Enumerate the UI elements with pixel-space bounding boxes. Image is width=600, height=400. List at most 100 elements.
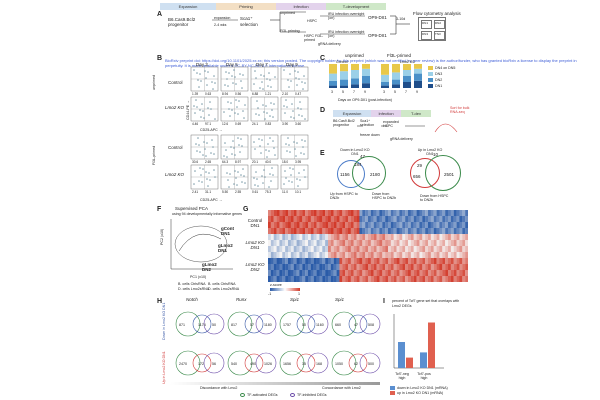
heatmap-cell bbox=[405, 258, 409, 265]
heatmap-cell bbox=[333, 222, 337, 229]
h-venn-circle bbox=[348, 314, 368, 334]
panel-letter-i: I bbox=[383, 298, 385, 305]
heatmap-cell bbox=[396, 258, 400, 265]
heatmap-cell bbox=[302, 234, 306, 241]
flow-dot bbox=[304, 140, 306, 142]
heatmap-cell bbox=[462, 234, 466, 241]
flow-dot bbox=[214, 82, 216, 84]
fl3l-side-label: Fl3L-primed bbox=[152, 145, 156, 165]
flow-dot bbox=[302, 88, 304, 90]
heatmap-cell bbox=[393, 246, 397, 253]
heatmap-cell bbox=[450, 258, 454, 265]
heatmap-cell bbox=[448, 264, 451, 271]
heatmap-cell bbox=[268, 258, 271, 265]
heatmap-cell bbox=[350, 216, 354, 223]
heatmap-cell bbox=[350, 252, 354, 259]
heatmap-cell bbox=[325, 240, 329, 247]
quadrant-value: 31.1 bbox=[205, 190, 211, 194]
heatmap-cell bbox=[368, 240, 371, 247]
flow-dot bbox=[225, 71, 227, 73]
heatmap-cell bbox=[288, 240, 291, 247]
heatmap-cell bbox=[410, 246, 414, 253]
heatmap-cell bbox=[339, 252, 343, 259]
heatmap-cell bbox=[333, 234, 337, 241]
heatmap-cell bbox=[456, 252, 460, 259]
i-legend-2: up in Lmo2 KO DN1 (mRNA) bbox=[390, 391, 443, 396]
heatmap-cell bbox=[422, 276, 426, 282]
flow-dot bbox=[236, 184, 238, 186]
heatmap-cell bbox=[288, 210, 291, 217]
flow-dot bbox=[214, 176, 216, 178]
heatmap-cell bbox=[325, 234, 329, 241]
days-label: 3-10d bbox=[396, 17, 406, 21]
infection-label-1: IRU infection overnight (on) bbox=[328, 12, 365, 20]
heatmap-cell bbox=[273, 264, 277, 271]
heatmap-cell bbox=[308, 276, 311, 282]
heatmap-cell bbox=[373, 264, 377, 271]
flow-dot bbox=[230, 146, 232, 148]
heatmap-cell bbox=[268, 264, 271, 271]
heatmap-cell bbox=[405, 252, 409, 259]
heatmap-cell bbox=[422, 264, 426, 271]
heatmap-cell bbox=[462, 246, 466, 253]
flow-dot bbox=[262, 88, 264, 90]
heatmap-cell bbox=[313, 264, 317, 271]
heatmap-cell bbox=[276, 216, 280, 223]
heatmap-cell bbox=[313, 276, 317, 282]
flow-dot bbox=[254, 148, 256, 150]
flow-dot bbox=[269, 115, 271, 117]
heatmap-cell bbox=[333, 228, 337, 235]
h-legend-b: TF-inhibited DEGs bbox=[290, 393, 327, 398]
d-stage-expansion: Expansion bbox=[333, 110, 371, 117]
heatmap-cell bbox=[376, 276, 380, 282]
h-venn-count: 1757 bbox=[283, 323, 291, 327]
heatmap-cell bbox=[310, 210, 314, 217]
row-label-control-1: Control bbox=[168, 80, 183, 85]
heatmap-cell bbox=[296, 234, 300, 241]
heatmap-cell bbox=[310, 276, 314, 282]
heatmap-cell bbox=[296, 240, 300, 247]
heatmap-cell bbox=[353, 234, 357, 241]
op9-label-2: OP9-DII1 bbox=[368, 33, 387, 38]
heatmap-cell bbox=[336, 264, 340, 271]
heatmap-cell bbox=[413, 234, 417, 241]
flow-dot bbox=[196, 72, 198, 74]
flow-dot bbox=[244, 182, 246, 184]
heatmap-cell bbox=[296, 216, 300, 223]
heatmap-cell bbox=[448, 270, 451, 277]
heatmap-cell bbox=[388, 222, 391, 229]
heatmap-cell bbox=[319, 270, 323, 277]
heatmap-cell bbox=[313, 234, 317, 241]
heatmap-cell bbox=[299, 258, 303, 265]
flow-dot bbox=[193, 69, 195, 71]
heatmap-cell bbox=[310, 252, 314, 259]
heatmap-cell bbox=[362, 270, 366, 277]
heatmap-cell bbox=[453, 258, 457, 265]
flow-dot bbox=[234, 76, 236, 78]
flow-dot bbox=[234, 170, 236, 172]
heatmap-cell bbox=[390, 258, 394, 265]
quadrant-value: 0.63 bbox=[205, 92, 211, 96]
heatmap-cell bbox=[316, 210, 320, 217]
heatmap-cell bbox=[345, 252, 349, 259]
f-label-gcont: gCont DN1 bbox=[221, 226, 234, 236]
heatmap-cell bbox=[290, 216, 294, 223]
heatmap-cell bbox=[376, 270, 380, 277]
g-scale-bar bbox=[270, 288, 300, 291]
day-tick: 9 bbox=[416, 90, 418, 94]
flow-dot bbox=[199, 73, 201, 75]
heatmap-cell bbox=[422, 222, 426, 229]
heatmap-cell bbox=[430, 270, 434, 277]
heatmap-cell bbox=[382, 216, 386, 223]
flow-dot bbox=[270, 180, 272, 182]
flow-dot bbox=[255, 113, 257, 115]
day-tick: 5 bbox=[342, 90, 344, 94]
flow-dot bbox=[198, 86, 200, 88]
flow-dot bbox=[238, 100, 240, 102]
heatmap-cell bbox=[282, 222, 286, 229]
heatmap-cell bbox=[342, 216, 346, 223]
h-venn-circle bbox=[307, 313, 329, 335]
flow-dot bbox=[196, 106, 198, 108]
e-right-only: 29 bbox=[417, 163, 423, 168]
heatmap-cell bbox=[285, 216, 289, 223]
